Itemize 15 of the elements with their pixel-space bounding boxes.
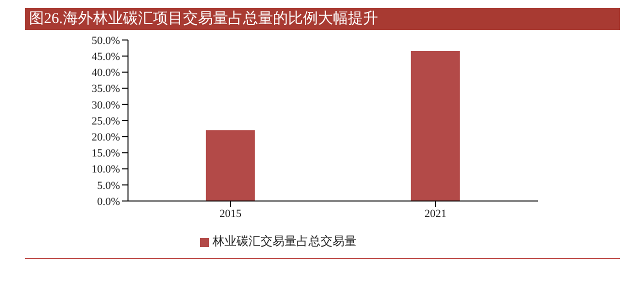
y-tick-label: 15.0% [92,148,120,160]
x-tick-label: 2015 [220,208,242,220]
y-tick-label: 30.0% [92,99,120,112]
y-tick-label: 5.0% [97,180,120,192]
y-tick-label: 25.0% [92,115,120,128]
y-tick-label: 0.0% [97,196,120,208]
y-tick-label: 35.0% [92,83,120,96]
x-tick-label: 2021 [424,208,446,220]
y-tick-label: 20.0% [92,132,120,144]
y-tick-label: 10.0% [92,164,120,176]
y-tick-label: 40.0% [92,67,120,80]
chart-title: 图26.海外林业碳汇项目交易量占总量的比例大幅提升 [25,8,620,30]
y-tick-label: 45.0% [92,51,120,64]
legend-label: 林业碳汇交易量占总交易量 [212,234,356,248]
y-tick-label: 50.0% [92,34,120,47]
